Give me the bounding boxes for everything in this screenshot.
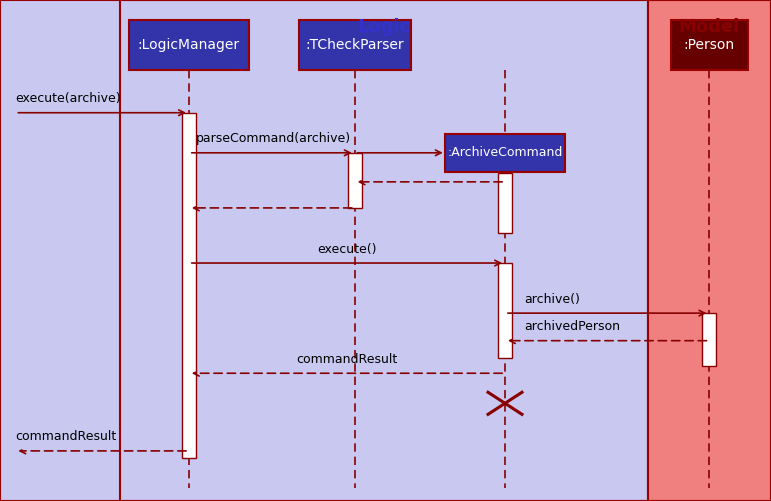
Bar [182,113,196,458]
Bar [298,20,410,70]
Text: Model: Model [678,18,740,36]
Bar [348,153,362,208]
Text: parseCommand(archive): parseCommand(archive) [196,132,352,145]
Bar [446,134,564,172]
Text: Logic: Logic [357,18,410,36]
Bar [498,173,512,233]
Bar [648,0,771,501]
Text: :LogicManager: :LogicManager [138,38,240,52]
Text: archivedPerson: archivedPerson [524,320,621,333]
Text: commandResult: commandResult [15,430,116,443]
Bar [702,313,716,366]
Text: commandResult: commandResult [296,353,398,366]
Bar [498,263,512,358]
Text: :Person: :Person [684,38,735,52]
Text: archive(): archive() [524,293,580,306]
Text: execute(): execute() [317,242,377,256]
Bar [120,0,648,501]
Text: :ArchiveCommand: :ArchiveCommand [447,146,563,159]
Bar [129,20,248,70]
Text: :TCheckParser: :TCheckParser [305,38,404,52]
Bar [671,20,748,70]
Text: execute(archive): execute(archive) [15,92,121,105]
